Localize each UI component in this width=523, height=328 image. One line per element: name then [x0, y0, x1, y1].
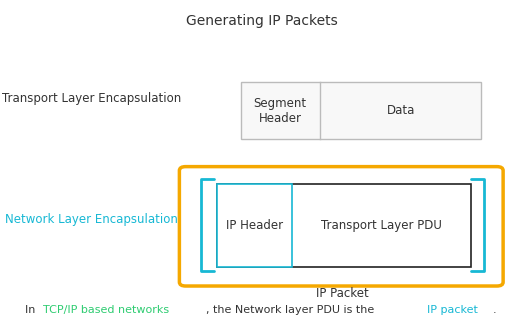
Text: In: In: [25, 305, 39, 315]
Text: IP Packet: IP Packet: [316, 287, 369, 300]
Text: Transport Layer Encapsulation: Transport Layer Encapsulation: [2, 92, 181, 105]
Text: Segment
Header: Segment Header: [254, 97, 307, 125]
Text: , the Network layer PDU is the: , the Network layer PDU is the: [206, 305, 378, 315]
FancyBboxPatch shape: [217, 184, 471, 267]
Text: Data: Data: [386, 104, 415, 117]
Text: IP Header: IP Header: [226, 219, 283, 232]
FancyBboxPatch shape: [241, 82, 481, 139]
Text: .: .: [493, 305, 497, 315]
Text: Generating IP Packets: Generating IP Packets: [186, 14, 337, 28]
Text: IP packet: IP packet: [427, 305, 479, 315]
Text: Network Layer Encapsulation: Network Layer Encapsulation: [5, 213, 178, 226]
FancyBboxPatch shape: [217, 184, 292, 267]
Text: TCP/IP based networks: TCP/IP based networks: [43, 305, 169, 315]
Text: Transport Layer PDU: Transport Layer PDU: [321, 219, 442, 232]
FancyBboxPatch shape: [179, 167, 503, 286]
